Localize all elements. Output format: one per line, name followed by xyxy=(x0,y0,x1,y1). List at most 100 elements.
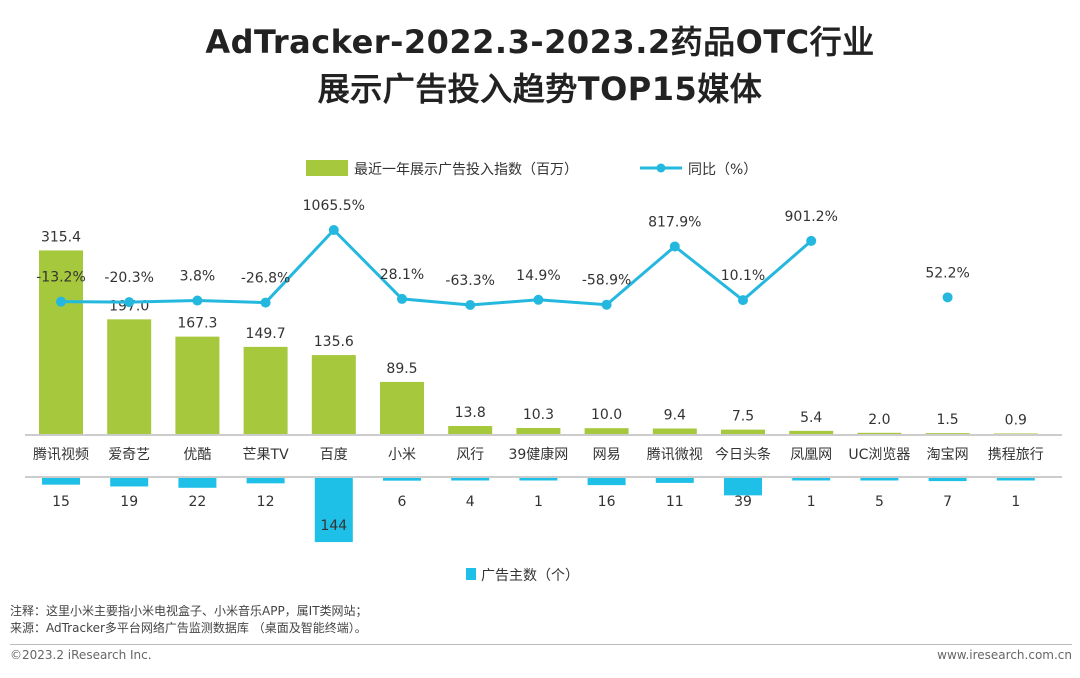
category-label: UC浏览器 xyxy=(848,447,910,463)
bar-advertisers xyxy=(587,478,626,486)
category-label: 腾讯视频 xyxy=(33,446,89,463)
yoy-value-label: -20.3% xyxy=(104,270,154,286)
yoy-point xyxy=(465,300,476,310)
yoy-point xyxy=(124,297,135,308)
footnote-note: 注释：这里小米主要指小米电视盒子、小米音乐APP，属IT类网站； xyxy=(10,604,368,618)
bar-value-label: 7.5 xyxy=(732,409,754,425)
yoy-point xyxy=(738,295,748,306)
category-label: 凤凰网 xyxy=(790,447,832,463)
bar-value-label: 13.8 xyxy=(455,405,486,421)
legend-swatch-investment xyxy=(306,160,348,176)
yoy-line xyxy=(60,227,813,307)
yoy-point xyxy=(192,295,203,306)
advertiser-value-label: 22 xyxy=(188,494,206,510)
bar-advertisers xyxy=(724,478,762,496)
footer-website: www.iresearch.com.cn xyxy=(937,648,1072,662)
bar-value-label: 0.9 xyxy=(1005,412,1027,428)
bar-value-label: 5.4 xyxy=(800,410,822,426)
bar-investment xyxy=(448,425,493,434)
bar-value-label: 149.7 xyxy=(246,326,286,342)
category-label: 爱奇艺 xyxy=(108,446,150,463)
bar-investment xyxy=(39,250,83,434)
category-label: 淘宝网 xyxy=(927,447,969,463)
bar-value-label: 9.4 xyxy=(664,408,686,424)
category-label: 39健康网 xyxy=(508,446,568,463)
chart-area: 最近一年展示广告投入指数（百万）同比（%）315.4腾讯视频15197.0爱奇艺… xyxy=(25,160,1062,584)
bar-advertisers xyxy=(928,478,967,482)
bar-investment xyxy=(243,346,288,434)
category-label: 腾讯微视 xyxy=(647,446,703,463)
legend-label-investment: 最近一年展示广告投入指数（百万） xyxy=(354,162,578,178)
footer-copyright: ©2023.2 iResearch Inc. xyxy=(10,648,152,662)
yoy-point xyxy=(260,297,271,308)
category-label: 优酷 xyxy=(183,447,211,463)
bar-advertisers xyxy=(792,478,831,481)
advertiser-value-label: 1 xyxy=(807,494,816,510)
yoy-point xyxy=(397,293,407,304)
bar-advertisers xyxy=(246,478,285,484)
category-label: 百度 xyxy=(320,447,348,463)
yoy-point xyxy=(669,241,680,252)
yoy-value-label: 817.9% xyxy=(648,214,701,230)
advertiser-value-label: 16 xyxy=(598,494,616,510)
bar-investment xyxy=(721,429,765,434)
yoy-value-label: 3.8% xyxy=(180,269,216,285)
yoy-value-label: 14.9% xyxy=(516,268,560,284)
bar-advertisers xyxy=(655,478,694,483)
legend-label-yoy: 同比（%） xyxy=(688,162,757,178)
yoy-point xyxy=(601,299,612,310)
yoy-value-label: -63.3% xyxy=(445,273,495,289)
advertiser-value-label: 7 xyxy=(943,494,952,510)
legend-swatch-yoy-dot xyxy=(656,163,666,173)
yoy-value-label: 901.2% xyxy=(785,209,838,225)
bar-investment xyxy=(993,433,1038,434)
bar-investment xyxy=(107,319,152,434)
yoy-value-label: 10.1% xyxy=(721,268,765,284)
advertiser-value-label: 1 xyxy=(534,494,543,510)
advertiser-value-label: 6 xyxy=(398,494,407,510)
bar-value-label: 10.3 xyxy=(523,407,554,423)
bar-investment xyxy=(652,428,697,434)
chart-title-line2: 展示广告投入趋势TOP15媒体 xyxy=(317,70,763,108)
bar-investment xyxy=(175,336,220,434)
advertiser-value-label: 4 xyxy=(466,494,475,510)
bar-value-label: 167.3 xyxy=(177,316,217,332)
bar-investment xyxy=(311,355,356,434)
advertiser-value-label: 15 xyxy=(52,494,70,510)
footer-divider xyxy=(10,644,1072,645)
advertiser-value-label: 144 xyxy=(320,518,347,534)
bar-investment xyxy=(516,428,561,434)
category-label: 小米 xyxy=(388,447,416,463)
bar-advertisers xyxy=(996,478,1035,481)
footnote-source: 来源：AdTracker多平台网络广告监测数据库 （桌面及智能终端）。 xyxy=(10,621,367,635)
bar-value-label: 315.4 xyxy=(41,229,81,245)
category-label: 携程旅行 xyxy=(988,447,1044,463)
bar-advertisers xyxy=(178,478,217,488)
yoy-point xyxy=(942,292,953,303)
yoy-value-label: 28.1% xyxy=(380,267,424,283)
category-label: 今日头条 xyxy=(715,446,771,463)
category-label: 风行 xyxy=(456,447,484,463)
bar-investment xyxy=(925,433,970,434)
yoy-value-label: -26.8% xyxy=(241,271,291,287)
bar-advertisers xyxy=(383,478,421,481)
bar-advertisers xyxy=(519,478,558,481)
yoy-value-label: 52.2% xyxy=(925,265,969,281)
advertiser-value-label: 1 xyxy=(1011,494,1020,510)
bar-value-label: 135.6 xyxy=(314,334,354,350)
bar-investment xyxy=(380,381,424,434)
advertiser-value-label: 12 xyxy=(257,494,275,510)
bar-investment xyxy=(789,430,834,434)
bar-advertisers xyxy=(314,478,353,543)
category-label: 芒果TV xyxy=(243,447,290,463)
bar-investment xyxy=(857,432,902,434)
bar-investment xyxy=(584,428,629,434)
bar-advertisers xyxy=(860,478,899,481)
yoy-point xyxy=(328,225,339,235)
bar-advertisers xyxy=(110,478,149,487)
advertiser-value-label: 19 xyxy=(120,494,138,510)
chart-title-line1: AdTracker-2022.3-2023.2药品OTC行业 xyxy=(205,23,875,61)
legend-label-advertisers: 广告主数（个） xyxy=(481,568,579,584)
advertiser-value-label: 5 xyxy=(875,494,884,510)
category-label: 网易 xyxy=(593,447,621,463)
